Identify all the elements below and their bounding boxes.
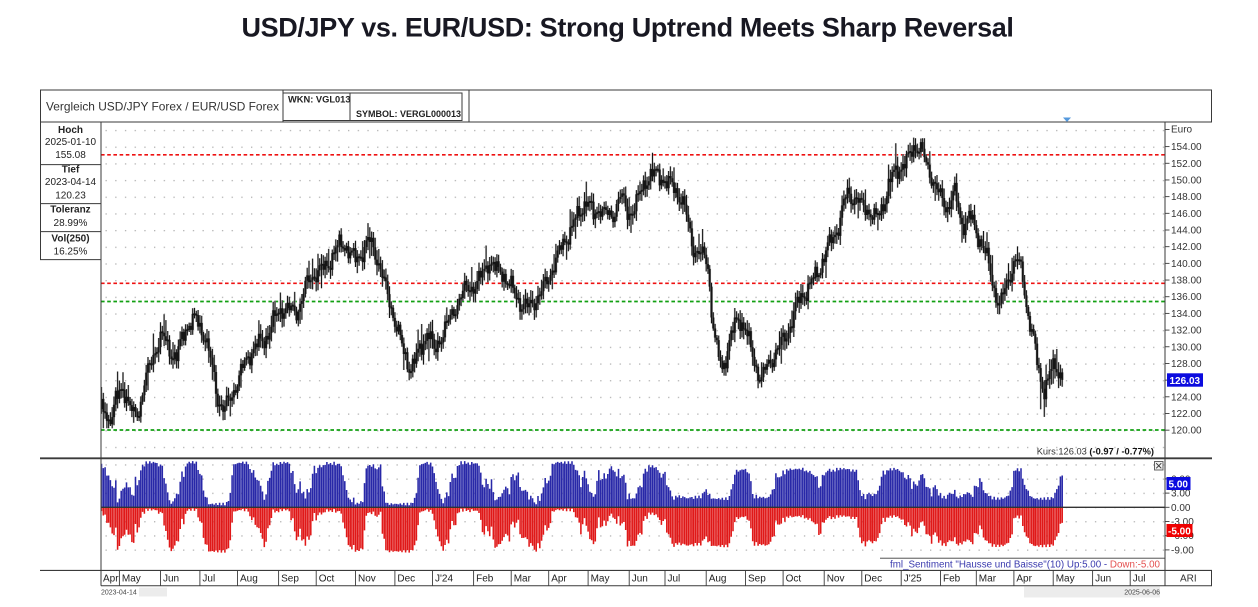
svg-text:May: May [591, 574, 610, 585]
svg-text:120.23: 120.23 [55, 191, 86, 202]
svg-text:Oct: Oct [786, 574, 802, 585]
svg-text:Apr: Apr [1016, 574, 1032, 585]
svg-text:-5.00: -5.00 [1168, 527, 1191, 538]
svg-text:3.00: 3.00 [1171, 489, 1191, 500]
svg-text:Jul: Jul [668, 574, 681, 585]
svg-text:SYMBOL: VERGL000013: SYMBOL: VERGL000013 [356, 109, 461, 119]
svg-text:Euro: Euro [1171, 125, 1193, 136]
svg-text:Feb: Feb [476, 574, 494, 585]
svg-text:ARI: ARI [1180, 574, 1197, 585]
svg-text:Mar: Mar [514, 574, 532, 585]
svg-text:148.00: 148.00 [1171, 192, 1202, 203]
svg-text:Jun: Jun [1095, 574, 1111, 585]
svg-text:Sep: Sep [281, 574, 299, 585]
svg-text:Oct: Oct [319, 574, 335, 585]
svg-text:134.00: 134.00 [1171, 309, 1202, 320]
svg-text:Jul: Jul [1133, 574, 1146, 585]
svg-text:J'25: J'25 [904, 574, 922, 585]
svg-text:Apr: Apr [103, 574, 119, 585]
svg-text:Nov: Nov [358, 574, 376, 585]
svg-text:152.00: 152.00 [1171, 159, 1202, 170]
svg-text:Nov: Nov [827, 574, 845, 585]
svg-text:-3.00: -3.00 [1171, 517, 1194, 528]
svg-text:-9.00: -9.00 [1171, 545, 1194, 556]
svg-text:Jun: Jun [163, 574, 179, 585]
svg-text:146.00: 146.00 [1171, 209, 1202, 220]
svg-text:2023-04-14: 2023-04-14 [45, 177, 97, 188]
svg-text:16.25%: 16.25% [54, 247, 88, 258]
svg-text:150.00: 150.00 [1171, 175, 1202, 186]
svg-text:138.00: 138.00 [1171, 276, 1202, 287]
svg-text:Hoch: Hoch [58, 125, 83, 136]
svg-text:154.00: 154.00 [1171, 142, 1202, 153]
svg-text:5.00: 5.00 [1169, 480, 1189, 491]
svg-text:0.00: 0.00 [1171, 503, 1191, 514]
svg-text:May: May [122, 574, 141, 585]
svg-text:Dec: Dec [864, 574, 882, 585]
svg-text:28.99%: 28.99% [54, 218, 88, 229]
svg-text:Vol(250): Vol(250) [51, 234, 89, 245]
svg-text:fml_Sentiment "Hausse und Bais: fml_Sentiment "Hausse und Baisse"(10) Up… [890, 559, 1161, 570]
svg-text:May: May [1056, 574, 1075, 585]
svg-text:122.00: 122.00 [1171, 409, 1202, 420]
svg-text:142.00: 142.00 [1171, 242, 1202, 253]
svg-text:Aug: Aug [240, 574, 258, 585]
svg-text:140.00: 140.00 [1171, 259, 1202, 270]
svg-text:Tief: Tief [62, 164, 80, 175]
svg-text:Sep: Sep [748, 574, 766, 585]
svg-text:136.00: 136.00 [1171, 292, 1202, 303]
svg-text:124.00: 124.00 [1171, 392, 1202, 403]
svg-text:120.00: 120.00 [1171, 426, 1202, 437]
svg-text:128.00: 128.00 [1171, 359, 1202, 370]
svg-text:144.00: 144.00 [1171, 226, 1202, 237]
svg-text:Kurs:126.03 (-0.97 / -0.77%): Kurs:126.03 (-0.97 / -0.77%) [1037, 446, 1154, 456]
svg-text:155.08: 155.08 [55, 150, 86, 161]
svg-text:Vergleich USD/JPY Forex / EUR/: Vergleich USD/JPY Forex / EUR/USD Forex [46, 99, 279, 113]
svg-text:Apr: Apr [551, 574, 567, 585]
svg-text:Mar: Mar [979, 574, 997, 585]
svg-text:Feb: Feb [943, 574, 961, 585]
svg-text:Jun: Jun [632, 574, 648, 585]
svg-text:130.00: 130.00 [1171, 342, 1202, 353]
svg-text:2025-01-10: 2025-01-10 [45, 137, 97, 148]
svg-text:Toleranz: Toleranz [50, 205, 90, 216]
svg-text:Dec: Dec [397, 574, 415, 585]
svg-text:2023-04-14: 2023-04-14 [101, 590, 137, 597]
svg-text:2025-06-06: 2025-06-06 [1124, 590, 1160, 597]
svg-text:132.00: 132.00 [1171, 326, 1202, 337]
svg-text:J'24: J'24 [435, 574, 453, 585]
svg-text:126.03: 126.03 [1170, 376, 1201, 387]
svg-text:USD/JPY vs. EUR/USD: Strong Up: USD/JPY vs. EUR/USD: Strong Uptrend Meet… [241, 13, 1013, 43]
svg-text:Jul: Jul [202, 574, 215, 585]
svg-text:WKN: VGL013: WKN: VGL013 [288, 95, 351, 105]
svg-text:Aug: Aug [709, 574, 727, 585]
